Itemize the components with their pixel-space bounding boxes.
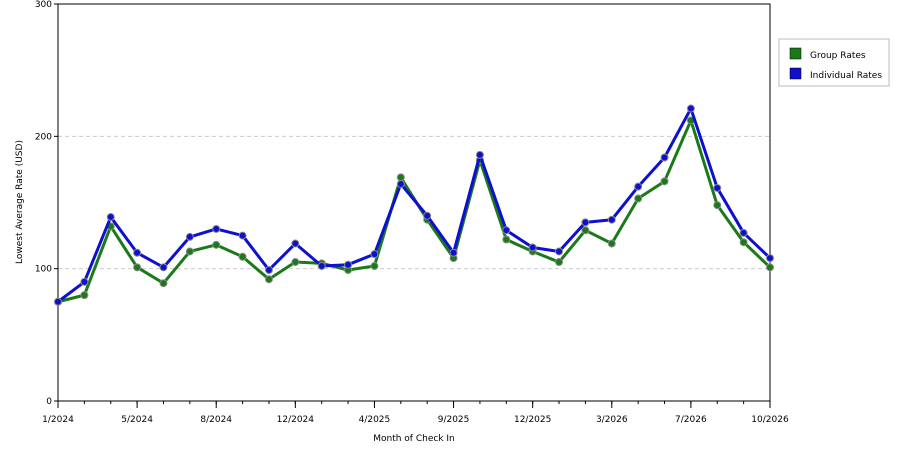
point-group-rates xyxy=(291,258,300,267)
point-individual-rates xyxy=(528,243,537,252)
point-group-rates xyxy=(739,238,748,247)
point-individual-rates xyxy=(291,239,300,248)
legend-swatch-individual-rates xyxy=(789,67,802,80)
point-individual-rates xyxy=(212,224,221,233)
point-individual-rates xyxy=(713,183,722,192)
point-individual-rates xyxy=(423,211,432,220)
series-group-rates xyxy=(54,116,774,306)
point-individual-rates xyxy=(344,260,353,269)
point-individual-rates xyxy=(133,248,142,257)
point-group-rates xyxy=(607,239,616,248)
point-individual-rates xyxy=(106,213,115,222)
x-tick-label: 3/2026 xyxy=(596,415,628,425)
x-tick-label: 4/2025 xyxy=(359,415,391,425)
line-group-rates xyxy=(57,118,772,304)
point-group-rates xyxy=(264,275,273,284)
series-individual-rates xyxy=(54,104,774,306)
point-group-rates xyxy=(370,262,379,271)
x-axis-title: Month of Check In xyxy=(373,434,455,444)
point-group-rates xyxy=(766,263,774,272)
x-tick-label: 12/2025 xyxy=(514,415,551,425)
x-tick-label: 12/2024 xyxy=(277,415,315,425)
point-group-rates xyxy=(396,173,405,182)
point-group-rates xyxy=(238,252,247,261)
point-group-rates xyxy=(185,247,194,256)
point-individual-rates xyxy=(80,277,89,286)
point-individual-rates xyxy=(555,247,564,256)
x-tick-label: 8/2024 xyxy=(200,415,232,425)
point-individual-rates xyxy=(686,104,695,113)
y-axis-ticks: 0 100 200 300 xyxy=(35,0,58,407)
x-tick-label: 5/2024 xyxy=(121,415,153,425)
y-axis-title: Lowest Average Rate (USD) xyxy=(15,140,25,264)
point-individual-rates xyxy=(581,218,590,227)
plot-area-frame xyxy=(57,3,771,402)
x-tick-label: 7/2026 xyxy=(675,415,707,425)
point-group-rates xyxy=(133,263,142,272)
point-individual-rates xyxy=(370,250,379,259)
point-individual-rates xyxy=(449,248,458,257)
legend-label-individual-rates: Individual Rates xyxy=(810,71,882,81)
point-individual-rates xyxy=(607,215,616,224)
point-individual-rates xyxy=(475,150,484,159)
point-group-rates xyxy=(555,258,564,267)
x-tick-label: 9/2025 xyxy=(438,415,470,425)
legend-label-group-rates: Group Rates xyxy=(810,51,866,61)
point-group-rates xyxy=(713,201,722,210)
point-individual-rates xyxy=(54,297,62,306)
point-individual-rates xyxy=(502,226,511,235)
point-individual-rates xyxy=(238,231,247,240)
legend-swatch-group-rates xyxy=(789,47,802,60)
point-group-rates xyxy=(80,291,89,300)
point-group-rates xyxy=(159,279,168,288)
line-individual-rates xyxy=(57,107,772,303)
point-individual-rates xyxy=(766,254,774,263)
point-individual-rates xyxy=(396,179,405,188)
point-individual-rates xyxy=(739,228,748,237)
y-tick-label: 300 xyxy=(35,0,52,10)
point-individual-rates xyxy=(317,262,326,271)
y-tick-label: 0 xyxy=(46,397,52,407)
point-group-rates xyxy=(660,177,669,186)
point-individual-rates xyxy=(634,182,643,191)
point-individual-rates xyxy=(264,265,273,274)
series-lines xyxy=(54,104,774,306)
point-group-rates xyxy=(581,226,590,235)
point-group-rates xyxy=(212,240,221,249)
y-tick-label: 200 xyxy=(35,132,52,142)
x-axis-ticks: 1/2024 5/2024 8/2024 12/2024 4/2025 9/2025 12/… xyxy=(42,401,789,425)
point-individual-rates xyxy=(159,263,168,272)
legend: Group Rates Individual Rates xyxy=(778,38,890,87)
point-group-rates xyxy=(502,235,511,244)
point-individual-rates xyxy=(660,153,669,162)
y-tick-label: 100 xyxy=(35,265,52,275)
point-individual-rates xyxy=(185,232,194,241)
x-tick-label: 10/2026 xyxy=(751,415,789,425)
point-group-rates xyxy=(634,194,643,203)
axes xyxy=(57,3,771,402)
x-tick-label: 1/2024 xyxy=(42,415,74,425)
